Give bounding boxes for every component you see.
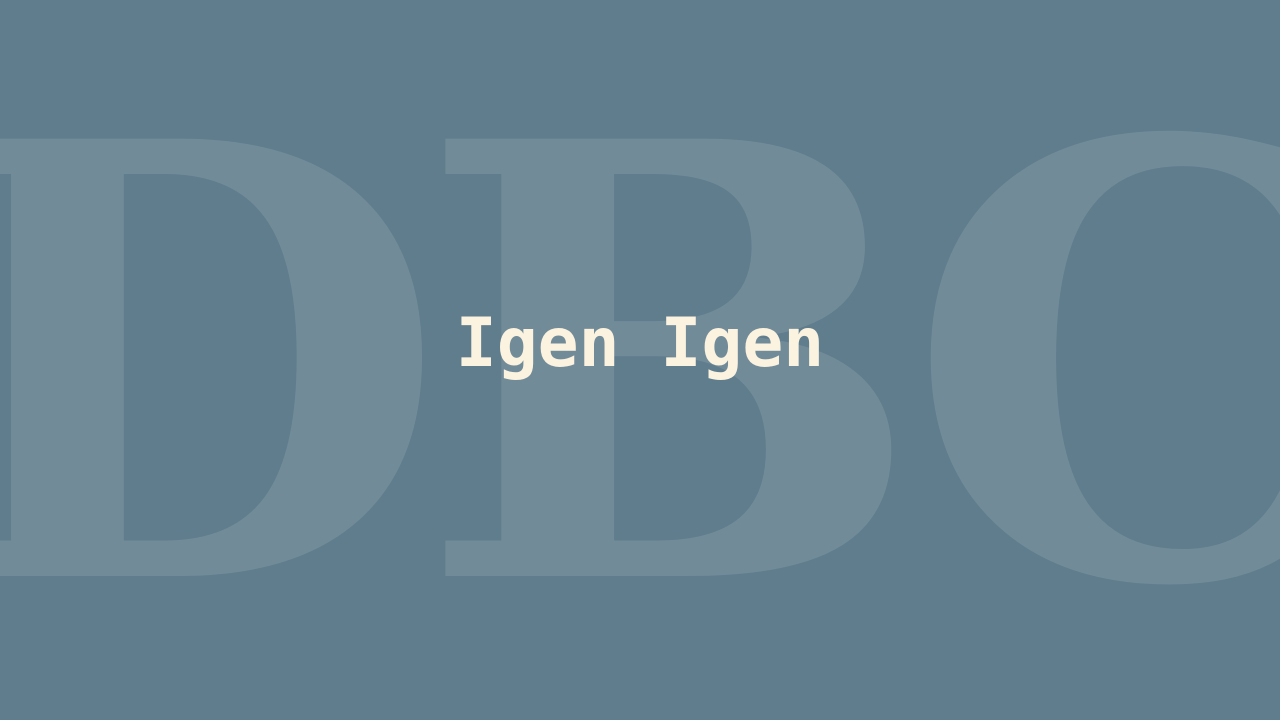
headline-text: Igen Igen xyxy=(455,304,825,383)
background-watermark: DBC xyxy=(0,13,1280,718)
